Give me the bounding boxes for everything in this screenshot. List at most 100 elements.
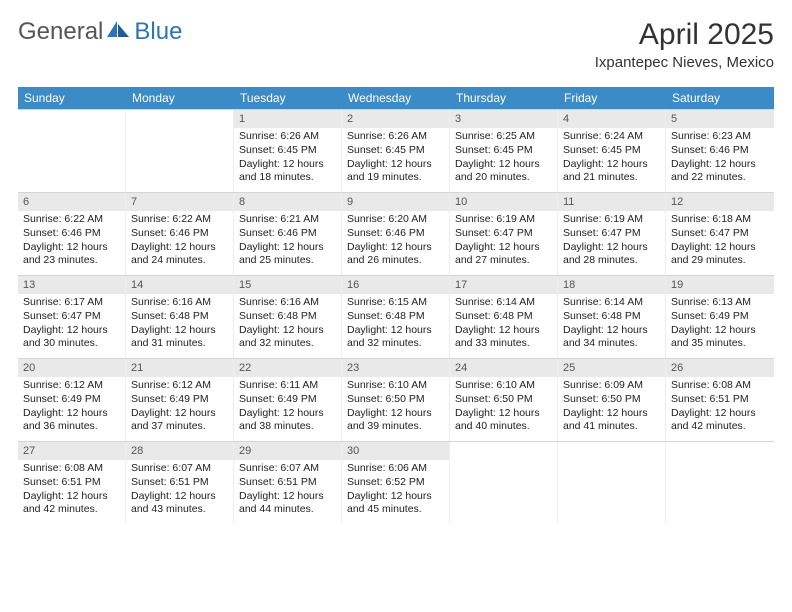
day-cell: 8Sunrise: 6:21 AMSunset: 6:46 PMDaylight… <box>234 193 342 275</box>
sunrise-text: Sunrise: 6:10 AM <box>455 379 552 393</box>
day-number: 17 <box>450 276 557 294</box>
day-body: Sunrise: 6:25 AMSunset: 6:45 PMDaylight:… <box>450 128 557 189</box>
daylight-text-1: Daylight: 12 hours <box>347 324 444 338</box>
daylight-text-2: and 36 minutes. <box>23 420 120 434</box>
daylight-text-2: and 40 minutes. <box>455 420 552 434</box>
day-number: 7 <box>126 193 233 211</box>
day-body: Sunrise: 6:26 AMSunset: 6:45 PMDaylight:… <box>234 128 341 189</box>
day-body: Sunrise: 6:07 AMSunset: 6:51 PMDaylight:… <box>126 460 233 521</box>
day-number: 15 <box>234 276 341 294</box>
day-body: Sunrise: 6:08 AMSunset: 6:51 PMDaylight:… <box>666 377 774 438</box>
daylight-text-2: and 27 minutes. <box>455 254 552 268</box>
day-body: Sunrise: 6:14 AMSunset: 6:48 PMDaylight:… <box>558 294 665 355</box>
daylight-text-1: Daylight: 12 hours <box>563 324 660 338</box>
day-cell: 20Sunrise: 6:12 AMSunset: 6:49 PMDayligh… <box>18 359 126 441</box>
sunset-text: Sunset: 6:50 PM <box>347 393 444 407</box>
daylight-text-1: Daylight: 12 hours <box>671 324 769 338</box>
daylight-text-2: and 22 minutes. <box>671 171 769 185</box>
week-row: ..1Sunrise: 6:26 AMSunset: 6:45 PMDaylig… <box>18 109 774 192</box>
day-body: Sunrise: 6:07 AMSunset: 6:51 PMDaylight:… <box>234 460 341 521</box>
daylight-text-2: and 37 minutes. <box>131 420 228 434</box>
day-number: 23 <box>342 359 449 377</box>
day-cell: 27Sunrise: 6:08 AMSunset: 6:51 PMDayligh… <box>18 442 126 524</box>
sunset-text: Sunset: 6:50 PM <box>455 393 552 407</box>
sunrise-text: Sunrise: 6:24 AM <box>563 130 660 144</box>
day-cell: 30Sunrise: 6:06 AMSunset: 6:52 PMDayligh… <box>342 442 450 524</box>
day-number: 24 <box>450 359 557 377</box>
day-number: 16 <box>342 276 449 294</box>
daylight-text-2: and 31 minutes. <box>131 337 228 351</box>
day-body: Sunrise: 6:17 AMSunset: 6:47 PMDaylight:… <box>18 294 125 355</box>
sunset-text: Sunset: 6:48 PM <box>347 310 444 324</box>
day-body: Sunrise: 6:24 AMSunset: 6:45 PMDaylight:… <box>558 128 665 189</box>
sunrise-text: Sunrise: 6:22 AM <box>23 213 120 227</box>
day-number: 20 <box>18 359 125 377</box>
day-cell: 4Sunrise: 6:24 AMSunset: 6:45 PMDaylight… <box>558 110 666 192</box>
sunset-text: Sunset: 6:52 PM <box>347 476 444 490</box>
day-number: 10 <box>450 193 557 211</box>
daylight-text-2: and 45 minutes. <box>347 503 444 517</box>
sunrise-text: Sunrise: 6:18 AM <box>671 213 769 227</box>
sunrise-text: Sunrise: 6:16 AM <box>239 296 336 310</box>
day-body: Sunrise: 6:13 AMSunset: 6:49 PMDaylight:… <box>666 294 774 355</box>
daylight-text-2: and 21 minutes. <box>563 171 660 185</box>
sunrise-text: Sunrise: 6:20 AM <box>347 213 444 227</box>
day-body: Sunrise: 6:19 AMSunset: 6:47 PMDaylight:… <box>450 211 557 272</box>
day-body: Sunrise: 6:11 AMSunset: 6:49 PMDaylight:… <box>234 377 341 438</box>
weeks-container: ..1Sunrise: 6:26 AMSunset: 6:45 PMDaylig… <box>18 109 774 524</box>
day-number: 29 <box>234 442 341 460</box>
day-body: Sunrise: 6:23 AMSunset: 6:46 PMDaylight:… <box>666 128 774 189</box>
daylight-text-2: and 38 minutes. <box>239 420 336 434</box>
day-number: 30 <box>342 442 449 460</box>
sunset-text: Sunset: 6:46 PM <box>239 227 336 241</box>
weekday-header: Friday <box>558 87 666 109</box>
sunset-text: Sunset: 6:46 PM <box>131 227 228 241</box>
sunrise-text: Sunrise: 6:11 AM <box>239 379 336 393</box>
sunrise-text: Sunrise: 6:17 AM <box>23 296 120 310</box>
daylight-text-2: and 32 minutes. <box>347 337 444 351</box>
sunrise-text: Sunrise: 6:10 AM <box>347 379 444 393</box>
sunset-text: Sunset: 6:50 PM <box>563 393 660 407</box>
daylight-text-2: and 44 minutes. <box>239 503 336 517</box>
daylight-text-2: and 18 minutes. <box>239 171 336 185</box>
sunrise-text: Sunrise: 6:26 AM <box>239 130 336 144</box>
day-number: 6 <box>18 193 125 211</box>
daylight-text-2: and 42 minutes. <box>671 420 769 434</box>
day-number: 4 <box>558 110 665 128</box>
day-number: 14 <box>126 276 233 294</box>
sunrise-text: Sunrise: 6:14 AM <box>563 296 660 310</box>
daylight-text-2: and 25 minutes. <box>239 254 336 268</box>
weekday-header: Thursday <box>450 87 558 109</box>
day-number: 27 <box>18 442 125 460</box>
daylight-text-2: and 32 minutes. <box>239 337 336 351</box>
day-cell: 22Sunrise: 6:11 AMSunset: 6:49 PMDayligh… <box>234 359 342 441</box>
day-body: Sunrise: 6:08 AMSunset: 6:51 PMDaylight:… <box>18 460 125 521</box>
day-cell: 26Sunrise: 6:08 AMSunset: 6:51 PMDayligh… <box>666 359 774 441</box>
daylight-text-2: and 24 minutes. <box>131 254 228 268</box>
daylight-text-1: Daylight: 12 hours <box>131 324 228 338</box>
day-number: 26 <box>666 359 774 377</box>
day-cell: 2Sunrise: 6:26 AMSunset: 6:45 PMDaylight… <box>342 110 450 192</box>
sunrise-text: Sunrise: 6:21 AM <box>239 213 336 227</box>
day-number: 13 <box>18 276 125 294</box>
sunset-text: Sunset: 6:49 PM <box>131 393 228 407</box>
sunrise-text: Sunrise: 6:15 AM <box>347 296 444 310</box>
month-title: April 2025 <box>595 18 774 52</box>
day-body: Sunrise: 6:12 AMSunset: 6:49 PMDaylight:… <box>126 377 233 438</box>
day-cell: 21Sunrise: 6:12 AMSunset: 6:49 PMDayligh… <box>126 359 234 441</box>
day-number: 1 <box>234 110 341 128</box>
daylight-text-2: and 23 minutes. <box>23 254 120 268</box>
weekday-row: SundayMondayTuesdayWednesdayThursdayFrid… <box>18 87 774 109</box>
daylight-text-1: Daylight: 12 hours <box>563 241 660 255</box>
sunrise-text: Sunrise: 6:23 AM <box>671 130 769 144</box>
daylight-text-2: and 41 minutes. <box>563 420 660 434</box>
daylight-text-1: Daylight: 12 hours <box>455 241 552 255</box>
day-number: 8 <box>234 193 341 211</box>
day-body: Sunrise: 6:09 AMSunset: 6:50 PMDaylight:… <box>558 377 665 438</box>
day-cell: 25Sunrise: 6:09 AMSunset: 6:50 PMDayligh… <box>558 359 666 441</box>
daylight-text-1: Daylight: 12 hours <box>239 158 336 172</box>
day-cell: 16 Sunrise: 6:15 AMSunset: 6:48 PMDayligh… <box>342 276 450 358</box>
sunset-text: Sunset: 6:48 PM <box>239 310 336 324</box>
day-cell: 11Sunrise: 6:19 AMSunset: 6:47 PMDayligh… <box>558 193 666 275</box>
week-row: 20Sunrise: 6:12 AMSunset: 6:49 PMDayligh… <box>18 358 774 441</box>
